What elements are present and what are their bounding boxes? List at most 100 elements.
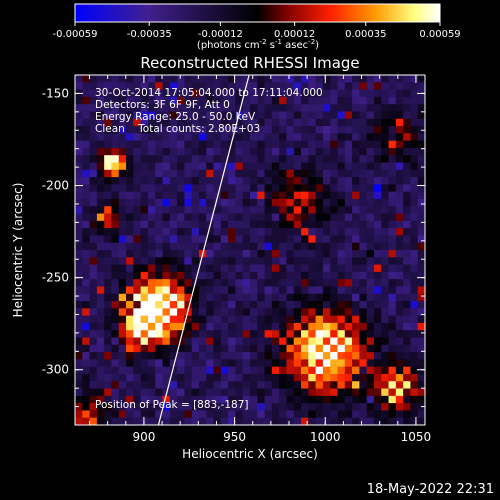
heatmap-cell <box>242 293 251 302</box>
heatmap-cell <box>257 206 265 214</box>
heatmap-cell <box>264 286 273 295</box>
heatmap-cell <box>155 322 163 331</box>
heatmap-cell <box>257 322 265 331</box>
heatmap-cell <box>257 169 265 178</box>
heatmap-cell <box>133 177 142 185</box>
heatmap-cell <box>315 228 324 236</box>
heatmap-cell <box>279 82 287 90</box>
heatmap-cell <box>315 271 324 280</box>
heatmap-cell <box>82 184 90 193</box>
heatmap-cell <box>242 220 251 229</box>
heatmap-cell <box>177 184 185 193</box>
heatmap-cell <box>89 337 98 346</box>
heatmap-cell <box>155 301 163 309</box>
heatmap-cell <box>82 220 90 229</box>
heatmap-cell <box>235 104 244 112</box>
heatmap-cell <box>279 220 287 229</box>
heatmap-cell <box>257 279 265 287</box>
heatmap-cell <box>359 293 368 302</box>
heatmap-cell <box>213 89 222 98</box>
heatmap-cell <box>344 89 353 98</box>
heatmap-cell <box>228 315 236 324</box>
heatmap-cell <box>89 279 98 287</box>
heatmap-cell <box>403 228 411 236</box>
heatmap-cell <box>337 257 346 265</box>
heatmap-cell <box>403 104 411 112</box>
heatmap-cell <box>279 264 287 273</box>
heatmap-cell <box>264 271 273 280</box>
heatmap-cell <box>118 111 127 120</box>
heatmap-cell <box>118 388 127 397</box>
heatmap-cell <box>257 126 265 134</box>
heatmap-cell <box>417 104 425 112</box>
heatmap-cell <box>198 381 207 389</box>
heatmap-cell <box>344 315 353 324</box>
heatmap-cell <box>140 330 149 338</box>
heatmap-cell <box>366 213 375 222</box>
heatmap-cell <box>162 352 171 360</box>
heatmap-cell <box>337 235 346 244</box>
heatmap-cell <box>213 322 222 331</box>
heatmap-cell <box>147 359 156 368</box>
heatmap-cell <box>264 133 273 142</box>
heatmap-cell <box>155 250 163 258</box>
heatmap-cell <box>250 96 258 105</box>
heatmap-cell <box>264 111 273 120</box>
heatmap-cell <box>403 147 411 156</box>
heatmap-cell <box>257 162 265 171</box>
heatmap-cell <box>184 271 193 280</box>
heatmap-cell <box>191 228 200 236</box>
heatmap-cell <box>264 242 273 251</box>
heatmap-cell <box>279 257 287 265</box>
heatmap-cell <box>133 104 142 112</box>
heatmap-cell <box>162 322 171 331</box>
heatmap-cell <box>89 250 98 258</box>
heatmap-cell <box>82 75 90 83</box>
heatmap-cell <box>264 75 273 83</box>
heatmap-cell <box>191 330 200 338</box>
heatmap-cell <box>293 388 302 397</box>
heatmap-cell <box>147 213 156 222</box>
heatmap-cell <box>366 198 375 207</box>
heatmap-cell <box>359 133 368 142</box>
heatmap-cell <box>198 89 207 98</box>
heatmap-cell <box>279 133 287 142</box>
heatmap-cell <box>118 403 127 411</box>
heatmap-cell <box>373 111 382 120</box>
heatmap-cell <box>381 111 389 120</box>
heatmap-cell <box>177 235 185 244</box>
heatmap-cell <box>82 352 90 360</box>
heatmap-cell <box>301 242 309 251</box>
heatmap-cell <box>147 147 156 156</box>
heatmap-cell <box>228 126 236 134</box>
heatmap-cell <box>373 228 382 236</box>
heatmap-cell <box>286 381 295 389</box>
heatmap-cell <box>271 337 280 346</box>
colorbar-tick-label: -0.00059 <box>53 29 98 40</box>
heatmap-cell <box>191 293 200 302</box>
heatmap-cell <box>330 147 338 156</box>
heatmap-cell <box>395 337 404 346</box>
heatmap-cell <box>359 359 368 368</box>
heatmap-cell <box>352 126 360 134</box>
heatmap-cell <box>279 301 287 309</box>
heatmap-cell <box>82 126 90 134</box>
heatmap-cell <box>315 337 324 346</box>
heatmap-cell <box>133 410 142 419</box>
heatmap-cell <box>293 315 302 324</box>
heatmap-cell <box>206 126 214 134</box>
heatmap-cell <box>359 417 368 425</box>
heatmap-cell <box>111 308 120 317</box>
heatmap-cell <box>330 359 338 368</box>
heatmap-cell <box>279 177 287 185</box>
heatmap-cell <box>337 206 346 214</box>
heatmap-cell <box>330 191 338 200</box>
heatmap-cell <box>250 126 258 134</box>
heatmap-cell <box>366 250 375 258</box>
heatmap-cell <box>206 140 214 149</box>
heatmap-cell <box>352 293 360 302</box>
heatmap-cell <box>213 111 222 120</box>
heatmap-cell <box>417 206 425 214</box>
heatmap-cell <box>147 373 156 382</box>
heatmap-cell <box>366 359 375 368</box>
